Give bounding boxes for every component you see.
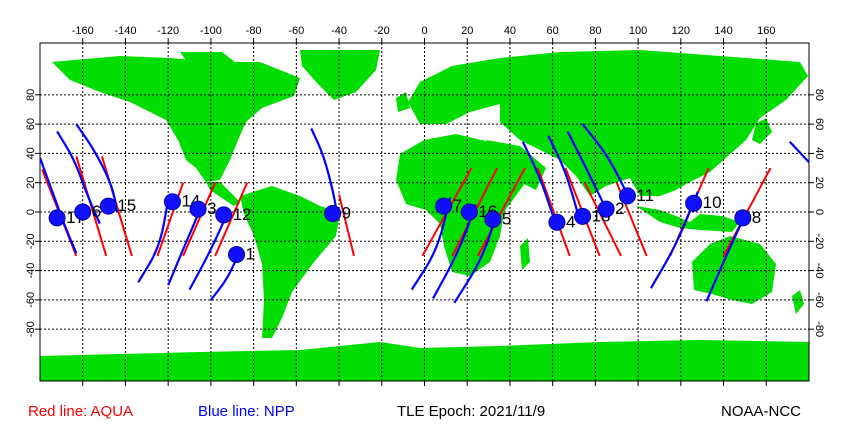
lat-tick-label-left: -40 <box>25 263 37 279</box>
source-label: NOAA-NCC <box>721 403 802 420</box>
satellite-pass-markers: 1761514312197165418211108 <box>48 186 761 263</box>
npp-track <box>310 128 339 217</box>
tick-marks <box>35 38 814 386</box>
npp-track <box>581 123 629 195</box>
lon-tick-label: -40 <box>331 25 347 37</box>
lat-tick-label-left: 20 <box>25 177 37 189</box>
lat-tick-label-left: -60 <box>25 292 37 308</box>
pass-marker <box>574 207 592 225</box>
npp-track <box>547 135 580 216</box>
lon-tick-label: 0 <box>421 25 427 37</box>
pass-number-label: 8 <box>752 208 761 227</box>
pass-marker <box>215 206 233 224</box>
npp-track <box>566 130 605 206</box>
pass-marker <box>734 209 752 227</box>
lon-tick-label: 160 <box>757 25 775 37</box>
pass-marker <box>48 209 66 227</box>
pass-number-label: 5 <box>502 209 511 228</box>
pass-number-label: 12 <box>233 205 252 224</box>
pass-marker <box>460 203 478 221</box>
lat-tick-label-right: 0 <box>813 209 825 215</box>
npp-legend: Blue line: NPP <box>198 403 295 420</box>
lon-tick-label: -160 <box>72 25 94 37</box>
pass-number-label: 6 <box>92 202 101 221</box>
npp-track <box>75 123 118 213</box>
lat-tick-label-left: 40 <box>25 147 37 159</box>
pass-marker <box>685 194 703 212</box>
pass-marker <box>548 213 566 231</box>
pass-marker <box>99 197 117 215</box>
pass-number-label: 15 <box>117 196 136 215</box>
lat-tick-label-right: 20 <box>813 177 825 189</box>
aqua-track <box>536 167 571 257</box>
aqua-track <box>338 194 355 257</box>
lat-tick-label-left: -80 <box>25 321 37 337</box>
lat-tick-label-left: 80 <box>25 89 37 101</box>
pass-number-label: 3 <box>207 199 216 218</box>
lon-tick-label: -20 <box>374 25 390 37</box>
pass-marker <box>597 200 615 218</box>
pass-marker <box>163 193 181 211</box>
npp-track <box>40 157 78 254</box>
pass-number-label: 7 <box>453 196 462 215</box>
pass-marker <box>74 203 92 221</box>
pass-number-label: 11 <box>636 186 654 205</box>
lat-tick-label-left: -20 <box>25 233 37 249</box>
lon-tick-label: -100 <box>200 25 222 37</box>
lat-tick-label-right: 60 <box>813 118 825 130</box>
pass-number-label: 1 <box>246 244 255 263</box>
lat-tick-label-left: 0 <box>25 209 37 215</box>
lon-tick-label: 100 <box>629 25 647 37</box>
lon-tick-label: 140 <box>714 25 732 37</box>
lat-tick-label-right: -20 <box>813 233 825 249</box>
lon-tick-label: -120 <box>157 25 179 37</box>
npp-track <box>788 140 809 163</box>
npp-track <box>521 141 554 216</box>
npp-track <box>56 130 101 225</box>
aqua-track <box>214 182 249 257</box>
pass-number-label: 10 <box>703 193 722 212</box>
pass-marker <box>435 197 453 215</box>
aqua-legend: Red line: AQUA <box>28 403 134 420</box>
lon-tick-label: -60 <box>288 25 304 37</box>
aqua-track <box>182 182 217 257</box>
aqua-track <box>477 167 526 257</box>
lon-tick-label: 80 <box>589 25 601 37</box>
aqua-track <box>583 182 622 257</box>
lon-tick-label: 40 <box>504 25 516 37</box>
lon-tick-label: 60 <box>547 25 559 37</box>
pass-number-label: 9 <box>342 203 351 222</box>
lon-tick-label: 120 <box>672 25 690 37</box>
lat-tick-label-right: -40 <box>813 263 825 279</box>
lat-tick-label-right: -60 <box>813 292 825 308</box>
pass-number-label: 4 <box>566 212 575 231</box>
npp-track <box>649 191 699 289</box>
lat-tick-label-right: -80 <box>813 321 825 337</box>
lat-tick-label-right: 80 <box>813 89 825 101</box>
pass-marker <box>484 210 502 228</box>
pass-marker <box>324 204 342 222</box>
lat-tick-label-left: 60 <box>25 118 37 130</box>
lon-tick-label: -80 <box>246 25 262 37</box>
pass-number-label: 2 <box>615 199 624 218</box>
pass-marker <box>618 187 636 205</box>
lon-tick-label: 20 <box>461 25 473 37</box>
aqua-track <box>156 182 185 257</box>
tick-labels: -160 -140 -120 -100 -80 -60 -40 -20 0 20 40 60 80 100… <box>25 25 825 337</box>
lat-tick-label-right: 40 <box>813 147 825 159</box>
pass-marker <box>189 200 207 218</box>
pass-marker <box>228 245 246 263</box>
tle-epoch: TLE Epoch: 2021/11/9 <box>397 403 546 420</box>
lon-tick-label: -140 <box>114 25 136 37</box>
